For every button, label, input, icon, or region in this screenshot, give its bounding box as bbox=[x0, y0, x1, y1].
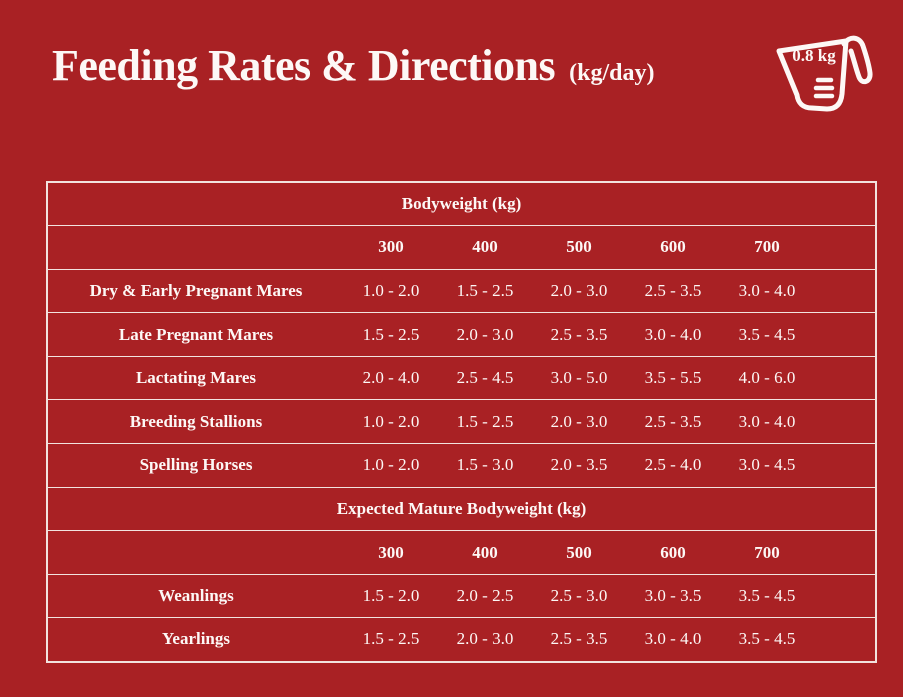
section2-header: Expected Mature Bodyweight (kg) bbox=[336, 498, 587, 518]
scoop-amount-label: 0.8 kg bbox=[792, 46, 836, 65]
rate-cell: 2.0 - 3.0 bbox=[550, 280, 608, 300]
spacer-cell bbox=[814, 400, 876, 444]
spacer-cell bbox=[814, 226, 876, 270]
spacer-cell bbox=[814, 444, 876, 488]
empty-corner-cell bbox=[47, 226, 344, 270]
rate-cell: 1.5 - 2.5 bbox=[456, 280, 514, 300]
spacer-cell bbox=[814, 269, 876, 313]
rate-cell: 3.0 - 4.0 bbox=[738, 411, 796, 431]
measuring-cup-outline-icon bbox=[776, 35, 873, 112]
column-header: 500 bbox=[566, 237, 592, 257]
rate-cell: 2.0 - 3.0 bbox=[456, 629, 514, 649]
rate-cell: 3.5 - 4.5 bbox=[738, 629, 796, 649]
section1-column-header-row: 300 400 500 600 700 bbox=[47, 226, 877, 270]
rate-cell: 3.5 - 5.5 bbox=[644, 368, 702, 388]
empty-corner-cell bbox=[47, 531, 344, 575]
rate-cell: 3.0 - 3.5 bbox=[644, 586, 702, 606]
rate-cell: 2.5 - 3.5 bbox=[644, 280, 702, 300]
spacer-cell bbox=[814, 356, 876, 400]
column-header: 600 bbox=[660, 237, 686, 257]
rate-cell: 4.0 - 6.0 bbox=[738, 368, 796, 388]
feeding-rates-table: Bodyweight (kg) 300 400 500 600 700 Dry … bbox=[46, 181, 878, 663]
rate-cell: 2.0 - 4.0 bbox=[362, 368, 420, 388]
rate-cell: 3.0 - 4.5 bbox=[738, 455, 796, 475]
table-row: Dry & Early Pregnant Mares 1.0 - 2.0 1.5… bbox=[47, 269, 877, 313]
rate-cell: 1.0 - 2.0 bbox=[362, 411, 420, 431]
rate-cell: 3.5 - 4.5 bbox=[738, 586, 796, 606]
rate-cell: 2.0 - 3.0 bbox=[550, 411, 608, 431]
rate-cell: 1.5 - 2.5 bbox=[362, 629, 420, 649]
rate-cell: 2.0 - 2.5 bbox=[456, 586, 514, 606]
rate-cell: 3.0 - 4.0 bbox=[644, 324, 702, 344]
rate-cell: 1.0 - 2.0 bbox=[362, 280, 420, 300]
table-row: Spelling Horses 1.0 - 2.0 1.5 - 3.0 2.0 … bbox=[47, 444, 877, 488]
section1-header: Bodyweight (kg) bbox=[401, 194, 522, 214]
measuring-cup-icon: 0.8 kg bbox=[770, 30, 882, 126]
row-label: Lactating Mares bbox=[135, 368, 257, 388]
rate-cell: 2.0 - 3.0 bbox=[456, 324, 514, 344]
column-header: 700 bbox=[754, 237, 780, 257]
row-label: Weanlings bbox=[158, 586, 234, 606]
rate-cell: 2.5 - 3.5 bbox=[550, 324, 608, 344]
column-header: 300 bbox=[378, 237, 404, 257]
column-header: 500 bbox=[566, 542, 592, 562]
rate-cell: 2.5 - 4.5 bbox=[456, 368, 514, 388]
rate-cell: 1.5 - 3.0 bbox=[456, 455, 514, 475]
column-header: 300 bbox=[378, 542, 404, 562]
rate-cell: 1.5 - 2.5 bbox=[456, 411, 514, 431]
table-row: Breeding Stallions 1.0 - 2.0 1.5 - 2.5 2… bbox=[47, 400, 877, 444]
spacer-cell bbox=[814, 618, 876, 662]
column-header: 600 bbox=[660, 542, 686, 562]
rate-cell: 2.5 - 4.0 bbox=[644, 455, 702, 475]
rate-cell: 3.0 - 5.0 bbox=[550, 368, 608, 388]
column-header: 400 bbox=[472, 237, 498, 257]
row-label: Breeding Stallions bbox=[129, 411, 263, 431]
spacer-cell bbox=[814, 531, 876, 575]
rate-cell: 1.5 - 2.5 bbox=[362, 324, 420, 344]
table-row: Yearlings 1.5 - 2.5 2.0 - 3.0 2.5 - 3.5 … bbox=[47, 618, 876, 662]
table-row: Late Pregnant Mares 1.5 - 2.5 2.0 - 3.0 … bbox=[47, 313, 877, 357]
row-label: Spelling Horses bbox=[139, 455, 253, 475]
page-title-unit: (kg/day) bbox=[569, 60, 655, 86]
rate-cell: 2.0 - 3.5 bbox=[550, 455, 608, 475]
rate-cell: 3.5 - 4.5 bbox=[738, 324, 796, 344]
page-title-row: Feeding Rates & Directions (kg/day) bbox=[52, 40, 654, 93]
spacer-cell bbox=[814, 313, 876, 357]
section2-column-header-row: 300 400 500 600 700 bbox=[47, 531, 877, 575]
rate-cell: 2.5 - 3.0 bbox=[550, 586, 608, 606]
column-header: 400 bbox=[472, 542, 498, 562]
spacer-cell bbox=[814, 574, 876, 618]
table-row: Lactating Mares 2.0 - 4.0 2.5 - 4.5 3.0 … bbox=[47, 356, 877, 400]
row-label: Late Pregnant Mares bbox=[118, 324, 274, 344]
rate-cell: 3.0 - 4.0 bbox=[644, 629, 702, 649]
table-row: Weanlings 1.5 - 2.0 2.0 - 2.5 2.5 - 3.0 … bbox=[47, 574, 877, 618]
column-header: 700 bbox=[754, 542, 780, 562]
rate-cell: 2.5 - 3.5 bbox=[644, 411, 702, 431]
rate-cell: 1.5 - 2.0 bbox=[362, 586, 420, 606]
rate-cell: 1.0 - 2.0 bbox=[362, 455, 420, 475]
row-label: Yearlings bbox=[162, 629, 230, 649]
section1-header-row: Bodyweight (kg) bbox=[47, 182, 877, 226]
rate-cell: 2.5 - 3.5 bbox=[550, 629, 608, 649]
page-title: Feeding Rates & Directions bbox=[52, 41, 556, 90]
rate-cell: 3.0 - 4.0 bbox=[738, 280, 796, 300]
row-label: Dry & Early Pregnant Mares bbox=[89, 280, 303, 300]
section2-header-row: Expected Mature Bodyweight (kg) bbox=[47, 487, 877, 531]
